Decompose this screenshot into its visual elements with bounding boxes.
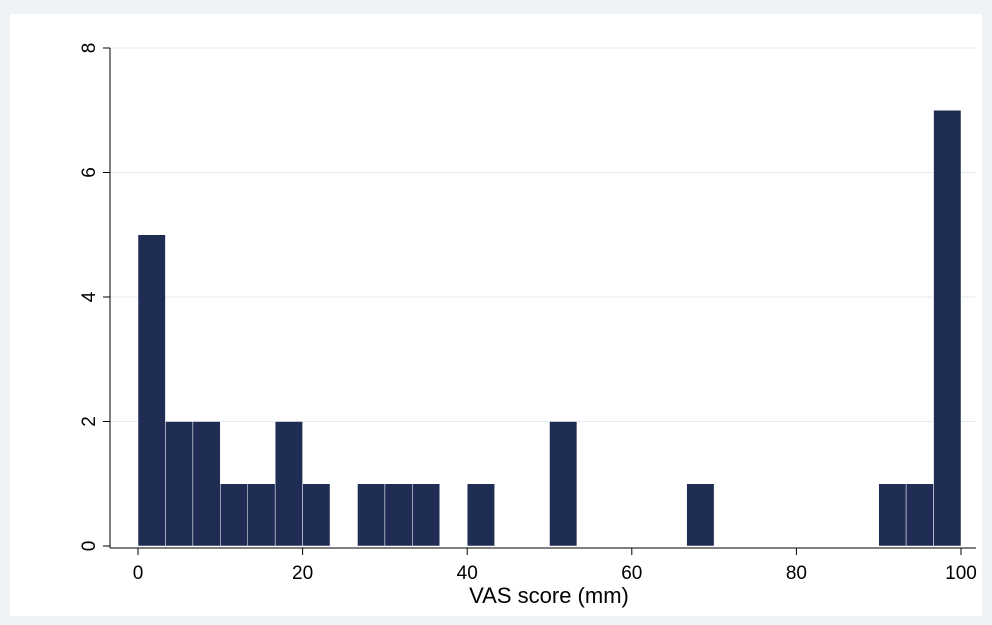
histogram-bar-28	[905, 483, 934, 547]
histogram-bar-9	[384, 483, 413, 547]
y-tick-label-6: 6	[79, 167, 100, 178]
y-tick-label-0: 0	[79, 541, 100, 552]
histogram-bars	[137, 110, 962, 547]
y-tick-label-4: 4	[79, 291, 100, 302]
x-tick-label-20: 20	[292, 563, 313, 584]
x-tick-label-80: 80	[786, 563, 807, 584]
y-axis-ticks: 0 2 4 6 8	[79, 43, 110, 552]
histogram-bar-6	[302, 483, 331, 547]
histogram-bar-27	[878, 483, 907, 547]
x-tick-label-60: 60	[621, 563, 642, 584]
histogram-bar-15	[549, 421, 578, 547]
y-gridlines	[110, 47, 976, 422]
x-tick-label-0: 0	[133, 563, 144, 584]
histogram-bar-29	[933, 110, 962, 547]
histogram-bar-2	[192, 421, 221, 547]
histogram-bar-4	[247, 483, 276, 547]
histogram-bar-12	[466, 483, 495, 547]
x-axis-title: VAS score (mm)	[469, 583, 629, 608]
y-tick-label-2: 2	[79, 416, 100, 427]
y-tick-label-8: 8	[79, 43, 100, 54]
histogram-bar-5	[274, 421, 303, 547]
histogram-bar-20	[686, 483, 715, 547]
x-tick-label-100: 100	[945, 563, 977, 584]
histogram-bar-3	[220, 483, 248, 547]
histogram-bar-0	[137, 234, 166, 547]
histogram-bar-8	[357, 483, 386, 547]
x-axis-ticks: 0 20 40 60 80 100	[133, 548, 977, 584]
histogram-bar-1	[165, 421, 194, 547]
x-tick-label-40: 40	[457, 563, 478, 584]
histogram-bar-10	[412, 483, 441, 547]
